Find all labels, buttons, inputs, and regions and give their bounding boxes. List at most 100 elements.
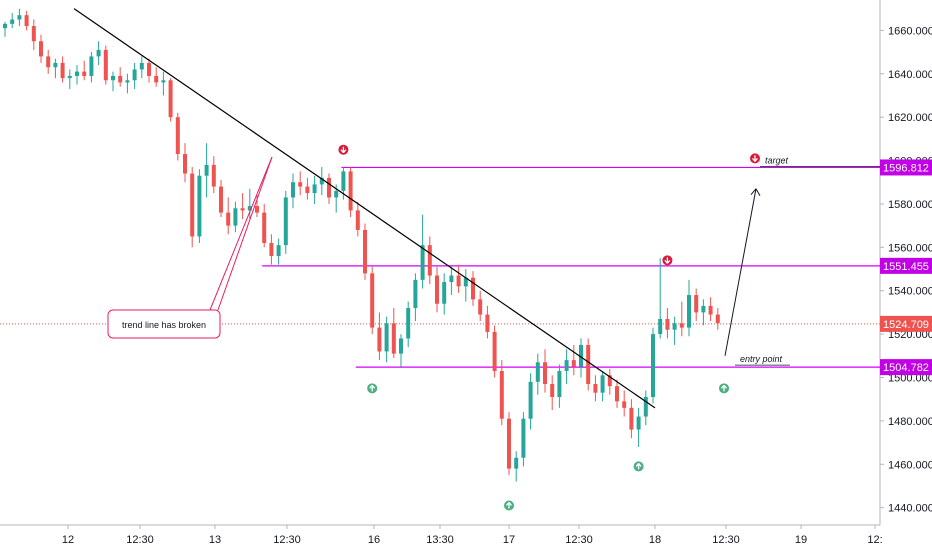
candle-body	[233, 208, 238, 226]
price-tag-label: 1504.782	[883, 362, 929, 374]
candle-body	[643, 397, 648, 417]
candle-body	[507, 418, 511, 469]
y-axis-ticks: 1660.0001640.0001620.0001600.0001580.000…	[880, 25, 932, 515]
candle-body	[175, 117, 180, 155]
arrow-up-icon-glyph	[635, 463, 642, 470]
x-tick-label: 12	[62, 534, 74, 546]
x-tick-label: 18	[649, 534, 661, 546]
candle-body	[694, 295, 699, 313]
callout-pointer	[209, 156, 273, 311]
candle-body	[456, 275, 461, 287]
target-label: target	[765, 156, 789, 166]
candle-body	[132, 69, 137, 81]
arrow-up-icon-glyph	[721, 384, 727, 392]
candle-body	[96, 49, 101, 57]
candle-body	[370, 273, 375, 328]
arrow-down-icon	[338, 144, 349, 155]
price-tag-label: 1596.812	[883, 162, 929, 174]
candle-body	[427, 245, 432, 276]
candle-body	[183, 154, 187, 174]
trend-line	[73, 8, 656, 409]
candle-body	[435, 275, 439, 304]
candle-body	[24, 15, 29, 27]
candle-body	[586, 344, 591, 384]
candle-body	[60, 62, 65, 79]
candle-body	[111, 75, 115, 81]
x-tick-label: 12:	[867, 534, 882, 546]
candle-body	[341, 171, 346, 191]
candle-body	[413, 279, 418, 309]
candle-body	[168, 80, 173, 118]
arrow-up-icon	[504, 500, 514, 511]
arrow-down-icon-glyph	[664, 257, 671, 264]
y-tick-label: 1520.000	[888, 329, 932, 341]
y-tick-label: 1620.000	[888, 112, 932, 124]
projection-arrow-line	[724, 188, 757, 356]
price-tag-bg	[880, 359, 932, 376]
candle-body	[449, 275, 454, 283]
price-tag-label: 1551.455	[883, 261, 929, 273]
candle-body	[715, 314, 720, 324]
candle-body	[665, 318, 670, 330]
x-tick-label: 19	[795, 534, 807, 546]
candle-body	[406, 308, 411, 339]
candle-body	[528, 381, 533, 419]
arrow-down-icon	[750, 153, 760, 164]
candle-body	[391, 323, 396, 354]
candle-body	[607, 375, 612, 387]
last-price-tag-bg	[880, 315, 932, 332]
markers	[338, 144, 760, 511]
candle-body	[298, 182, 303, 187]
candle-body	[679, 323, 684, 328]
candle-body	[262, 212, 267, 243]
candle-body	[687, 295, 691, 328]
arrow-up-icon	[367, 383, 378, 394]
candle-body	[672, 323, 677, 330]
candle-body	[442, 282, 447, 304]
projection-arrow-head	[750, 188, 761, 196]
candle-body	[658, 318, 663, 335]
candle-body	[103, 49, 108, 81]
candle-body	[478, 299, 483, 315]
candle-body	[82, 71, 87, 76]
candle-body	[197, 175, 202, 237]
candle-body	[399, 338, 403, 354]
candle-body	[348, 171, 353, 211]
candle-body	[384, 323, 389, 352]
callout-pointer	[217, 156, 273, 311]
x-tick-label: 12:30	[273, 534, 301, 546]
candle-body	[543, 362, 547, 384]
candle-body	[319, 177, 324, 185]
y-tick-label: 1500.000	[888, 372, 932, 384]
candle-body	[139, 62, 144, 70]
arrow-down-icon	[662, 255, 673, 266]
candle-body	[615, 386, 619, 402]
candle-body	[247, 206, 252, 211]
candle-body	[3, 23, 7, 29]
candle-body	[75, 71, 79, 76]
candle-body	[125, 80, 130, 83]
candle-body	[226, 212, 231, 226]
entry-point-label: entry point	[740, 354, 783, 364]
candle-body	[377, 327, 382, 352]
candle-body	[629, 407, 634, 430]
candle-body	[420, 245, 425, 280]
candle-body	[535, 362, 540, 382]
candle-body	[708, 305, 713, 315]
arrow-down-icon-glyph	[340, 146, 347, 154]
candle-body	[492, 331, 497, 371]
candle-body	[10, 19, 15, 24]
candle-body	[283, 197, 288, 246]
arrow-up-icon-glyph	[506, 502, 512, 509]
x-tick-label: 12:30	[712, 534, 740, 546]
candle-body	[327, 177, 331, 198]
candle-body	[514, 457, 519, 469]
candle-body	[89, 56, 94, 76]
candle-body	[291, 182, 295, 198]
candle-body	[355, 210, 360, 230]
x-axis-ticks: 12 12:30 13 12:30 16 13:30 17 12:30 18 12:30 19 12:	[62, 525, 883, 546]
candle-body	[564, 360, 569, 371]
candle-body	[39, 41, 43, 57]
y-tick-label: 1560.000	[888, 242, 932, 254]
